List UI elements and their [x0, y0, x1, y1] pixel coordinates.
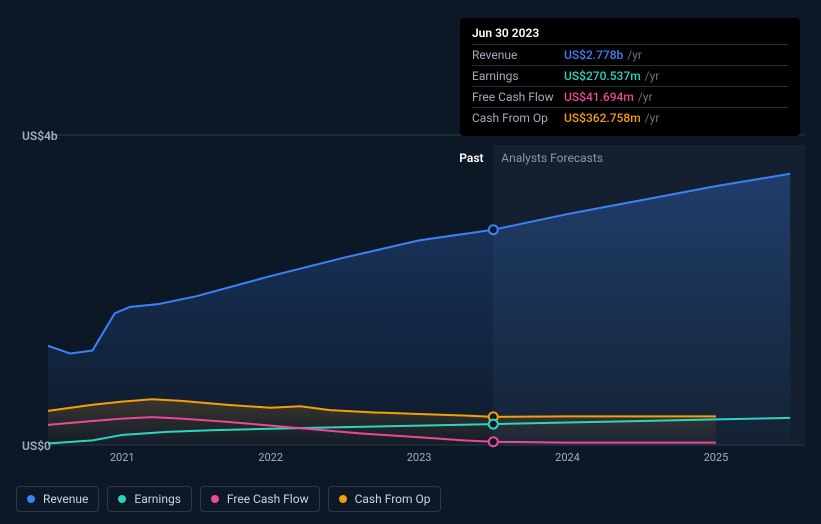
tooltip-metric-label: Earnings: [472, 69, 564, 83]
x-axis-label: 2024: [555, 451, 580, 464]
past-label: Past: [459, 151, 483, 165]
tooltip-row: RevenueUS$2.778b/yr: [472, 44, 788, 65]
tooltip-metric-value: US$362.758m: [564, 111, 641, 125]
chart-svg: [16, 120, 805, 460]
legend-label: Free Cash Flow: [227, 492, 309, 506]
x-axis-label: 2021: [110, 451, 135, 464]
tooltip-metric-label: Cash From Op: [472, 111, 564, 125]
tooltip-metric-unit: /yr: [645, 111, 660, 125]
y-axis-label: US$4b: [22, 129, 58, 143]
legend-dot-icon: [211, 495, 219, 503]
legend: Revenue Earnings Free Cash Flow Cash From O…: [16, 486, 441, 512]
tooltip-row: Cash From OpUS$362.758m/yr: [472, 107, 788, 128]
tooltip-date: Jun 30 2023: [472, 26, 788, 44]
legend-item-revenue[interactable]: Revenue: [16, 486, 99, 512]
tooltip-metric-unit: /yr: [638, 90, 653, 104]
tooltip-metric-value: US$270.537m: [564, 69, 641, 83]
hover-tooltip: Jun 30 2023 RevenueUS$2.778b/yrEarningsU…: [460, 18, 800, 136]
line-chart: US$4bUS$0PastAnalysts Forecasts202120222…: [16, 120, 805, 460]
legend-item-cash-from-op[interactable]: Cash From Op: [328, 486, 442, 512]
legend-label: Earnings: [134, 492, 181, 506]
tooltip-row: EarningsUS$270.537m/yr: [472, 65, 788, 86]
y-axis-label: US$0: [22, 439, 51, 453]
tooltip-row: Free Cash FlowUS$41.694m/yr: [472, 86, 788, 107]
legend-dot-icon: [118, 495, 126, 503]
tooltip-metric-unit: /yr: [627, 48, 642, 62]
legend-label: Cash From Op: [355, 492, 431, 506]
x-axis-label: 2022: [258, 451, 283, 464]
tooltip-metric-value: US$41.694m: [564, 90, 634, 104]
forecast-label: Analysts Forecasts: [501, 151, 603, 165]
tooltip-metric-label: Free Cash Flow: [472, 90, 564, 104]
legend-dot-icon: [339, 495, 347, 503]
tooltip-metric-value: US$2.778b: [564, 48, 623, 62]
x-axis-label: 2023: [407, 451, 432, 464]
tooltip-metric-label: Revenue: [472, 48, 564, 62]
legend-label: Revenue: [43, 492, 88, 506]
legend-item-earnings[interactable]: Earnings: [107, 486, 192, 512]
legend-dot-icon: [27, 495, 35, 503]
x-axis-label: 2025: [704, 451, 729, 464]
legend-item-free-cash-flow[interactable]: Free Cash Flow: [200, 486, 320, 512]
tooltip-metric-unit: /yr: [645, 69, 660, 83]
